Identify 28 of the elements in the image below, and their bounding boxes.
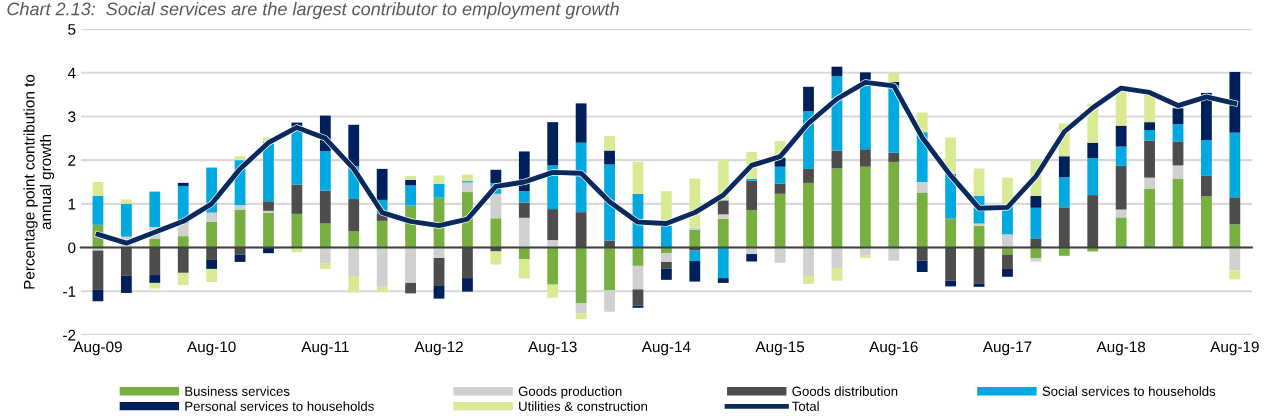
x-tick-label: Aug-09 [73,341,122,356]
y-tick-label: 1 [68,198,76,210]
y-tick-label: -2 [63,329,76,341]
y-tick-label: 2 [68,155,76,166]
x-tick-label: Aug-15 [755,341,805,356]
x-tick-label: Aug-16 [869,341,918,356]
legend-label: Goods production [518,386,622,399]
y-tick-label: 4 [67,67,76,79]
chart-title: Chart 2.13: Social services are the largest contributor to employment growth [7,2,619,19]
x-tick-label: Aug-14 [641,341,691,356]
x-tick-label: Aug-19 [1210,341,1259,356]
x-tick-label: Aug-17 [982,341,1032,356]
x-tick-label: Aug-18 [1096,341,1146,356]
x-tick-label: Aug-10 [187,341,236,356]
x-tick-label: Aug-12 [414,341,463,356]
legend-label: Business services [185,386,290,396]
y-tick-label: 3 [68,111,76,123]
legend-label: Personal services to households [185,401,374,411]
y-tick-label: 0 [68,242,76,254]
legend-label: Goods distribution [792,386,898,396]
y-axis-title: Percentage point contribution to annual growth [23,74,55,289]
x-tick-label: Aug-11 [301,341,349,356]
y-tick-label: 5 [68,24,76,35]
legend-label: Total [792,401,819,411]
legend-label: Social services to households [1042,386,1216,396]
y-tick-label: -1 [63,286,76,297]
x-tick-label: Aug-13 [528,341,577,356]
legend-label: Utilities & construction [519,401,648,411]
